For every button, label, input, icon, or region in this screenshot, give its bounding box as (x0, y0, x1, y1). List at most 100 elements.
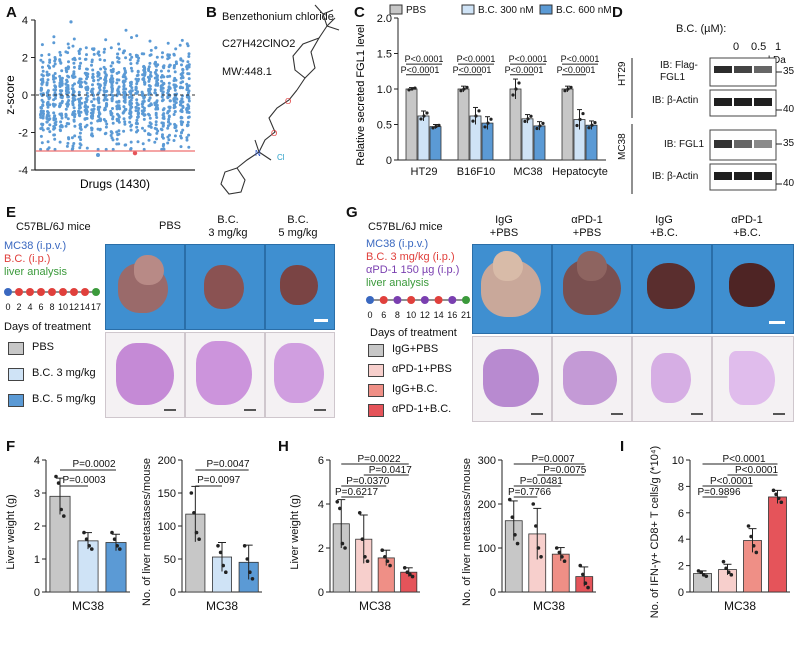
drug-point (64, 115, 68, 119)
drug-point (186, 120, 190, 124)
drug-point (135, 91, 139, 95)
drug-point (110, 84, 114, 88)
drug-point (110, 74, 114, 78)
e-histology-5mg (265, 332, 335, 418)
drug-point (160, 79, 164, 83)
drug-point (154, 91, 157, 95)
drug-point (160, 95, 164, 99)
c-replicate-point (575, 123, 579, 128)
drug-point (48, 123, 52, 127)
y-tick-label: 0 (678, 587, 684, 599)
drug-point (41, 60, 45, 64)
drug-point (77, 97, 81, 101)
drug-point (110, 136, 114, 140)
drug-point (136, 59, 140, 63)
timeline-tick-label: 14 (80, 302, 90, 312)
replicate-point (54, 474, 58, 479)
g-liver-photo-1 (472, 244, 552, 334)
c-replicate-point (489, 117, 493, 121)
drug-point (147, 132, 150, 136)
drug-point (90, 60, 94, 64)
timeline-dot (15, 288, 23, 296)
y-tick-label: 3 (34, 488, 40, 500)
drug-point (46, 78, 50, 82)
drug-point (40, 73, 44, 77)
replicate-point (242, 544, 247, 548)
drug-point (53, 137, 57, 141)
drug-point (181, 128, 185, 132)
c-replicate-point (581, 111, 585, 116)
drug-point (77, 135, 81, 139)
p-value: P=0.0007 (531, 454, 575, 465)
replicate-point (557, 550, 562, 555)
g-treat1: B.C. 3 mg/kg (i.p.) (366, 251, 455, 263)
replicate-point (779, 500, 784, 505)
replicate-point (335, 500, 340, 504)
drug-point (140, 93, 144, 97)
drug-point (73, 112, 77, 116)
drug-point (153, 126, 157, 130)
drug-point (59, 113, 63, 117)
timeline-dot (26, 288, 34, 296)
g-col-4: αPD-1 +B.C. (731, 214, 763, 239)
drug-point (185, 138, 189, 142)
drug-point (90, 128, 94, 132)
drug-point (117, 142, 121, 146)
drug-point (84, 81, 88, 85)
drug-point (117, 114, 121, 118)
drug-point (117, 47, 121, 51)
drug-point (135, 82, 139, 86)
drug-point (66, 88, 70, 91)
drug-point (179, 81, 183, 85)
y-tick-label: 2 (22, 53, 28, 65)
replicate-point (250, 577, 255, 581)
drug-point (73, 98, 77, 102)
c-replicate-point (477, 109, 481, 113)
drug-point (79, 122, 82, 126)
drug-point (104, 94, 108, 97)
drug-point (72, 61, 76, 65)
drug-point (40, 53, 44, 57)
p-value: P<0.0001 (735, 465, 779, 476)
panel-label-f: F (6, 438, 16, 455)
drug-point (147, 79, 151, 83)
y-tick-label: 50 (164, 554, 176, 566)
drug-point (130, 55, 134, 59)
drug-point (162, 82, 166, 86)
e-histology-pbs (105, 332, 185, 418)
drug-point (60, 125, 64, 129)
g-legend-1: IgG+PBS (392, 343, 439, 355)
drug-point (99, 119, 102, 122)
c-bar (533, 125, 546, 161)
drug-point (115, 104, 119, 108)
drug-point (46, 89, 50, 93)
drug-point (97, 108, 101, 112)
drug-point (117, 100, 121, 104)
bar (693, 573, 712, 593)
drug-point (135, 125, 139, 129)
drug-point (161, 90, 165, 94)
replicate-point (383, 555, 387, 559)
y-tick-label: 150 (158, 488, 176, 500)
drug-point (103, 67, 107, 71)
y-axis-label: Liver weight (g) (5, 494, 17, 569)
drug-point (91, 83, 94, 87)
e-timeline: 0 2 4 6 8 10 12 14 17 (4, 288, 101, 312)
drug-point (98, 58, 102, 62)
drug-point (84, 46, 88, 50)
drug-point (148, 84, 152, 88)
drug-point (84, 97, 88, 100)
drug-point (179, 109, 183, 113)
drug-point (48, 117, 52, 121)
blot-actin-1: IB: β-Actin (652, 95, 699, 106)
drug-point (45, 120, 49, 124)
drug-point (168, 86, 172, 90)
drug-point (129, 124, 133, 128)
drug-point (39, 147, 43, 151)
drug-point (71, 87, 75, 91)
drug-point (167, 56, 171, 60)
drug-point (85, 53, 88, 57)
replicate-point (507, 497, 512, 502)
replicate-point (357, 511, 362, 515)
drug-point (66, 117, 70, 121)
